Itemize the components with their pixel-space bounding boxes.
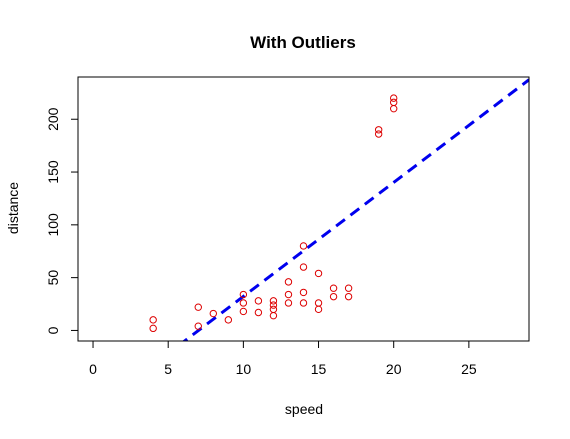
data-point	[344, 292, 353, 301]
plot-frame	[77, 76, 530, 342]
data-point	[269, 311, 278, 320]
regression-line	[182, 78, 529, 341]
x-axis-label: speed	[285, 401, 323, 417]
plot-area: 0 5 10 15 20 25 0 50 100 150 200	[45, 76, 530, 377]
data-point	[149, 316, 157, 324]
data-point	[254, 308, 263, 317]
data-point	[254, 297, 263, 305]
data-point	[209, 309, 218, 318]
data-point	[239, 307, 248, 316]
y-tick-label: 200	[45, 107, 61, 131]
data-point	[344, 284, 353, 292]
data-point	[390, 104, 398, 113]
data-point	[224, 316, 233, 324]
data-point	[194, 303, 202, 311]
data-point	[329, 284, 338, 292]
data-point	[239, 290, 248, 299]
data-point	[194, 322, 202, 330]
data-point	[284, 290, 293, 299]
x-tick-label: 0	[89, 361, 97, 377]
x-tick-label: 20	[386, 361, 402, 377]
data-point	[269, 301, 278, 309]
data-point	[314, 305, 323, 314]
data-point	[299, 288, 308, 297]
x-tick-label: 15	[311, 361, 327, 377]
data-point	[329, 292, 338, 301]
y-tick-label: 150	[45, 160, 61, 184]
data-point	[299, 263, 308, 271]
data-point	[284, 299, 293, 307]
y-tick-label: 50	[45, 270, 61, 286]
data-point	[390, 94, 398, 102]
data-point	[149, 324, 157, 333]
data-point	[390, 98, 398, 107]
x-tick-label: 25	[461, 361, 477, 377]
x-tick-label: 10	[236, 361, 252, 377]
data-point	[314, 269, 323, 278]
data-point	[239, 299, 248, 307]
x-tick-label: 5	[164, 361, 172, 377]
y-tick-label: 0	[45, 326, 61, 334]
data-point	[374, 130, 383, 138]
y-tick-label: 100	[45, 213, 61, 237]
y-axis-label: distance	[5, 182, 21, 234]
data-point	[299, 299, 308, 307]
data-point	[314, 299, 323, 307]
data-point	[269, 297, 278, 305]
data-point	[269, 305, 278, 314]
data-point	[299, 242, 308, 250]
data-point	[284, 278, 293, 286]
chart-title: With Outliers	[250, 33, 356, 52]
data-point	[374, 126, 383, 134]
